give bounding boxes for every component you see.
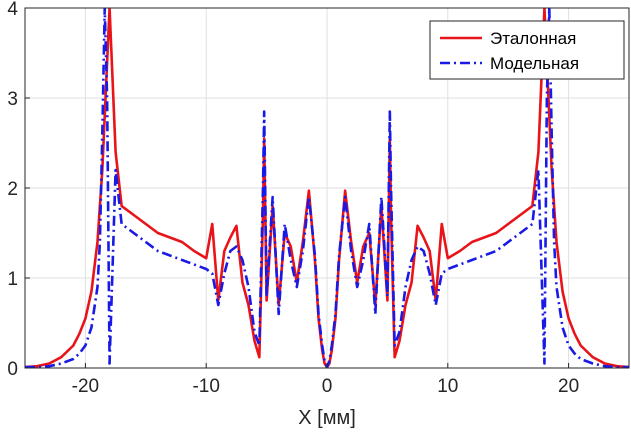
legend: Эталонная Модельная — [429, 20, 625, 80]
x-axis-title: X [мм] — [298, 407, 356, 429]
x-tick-label: -10 — [192, 376, 219, 397]
x-tick-label: 20 — [558, 376, 579, 397]
y-tick-label: 4 — [7, 0, 18, 20]
y-tick-label: 2 — [7, 179, 18, 200]
y-tick-label: 1 — [7, 269, 18, 290]
x-tick-label: 10 — [437, 376, 458, 397]
y-tick-label: 0 — [7, 359, 18, 380]
x-tick-label: 0 — [322, 376, 333, 397]
x-tick-label: -20 — [72, 376, 99, 397]
legend-label-1: Эталонная — [490, 29, 576, 48]
legend-box — [429, 20, 625, 80]
legend-label-2: Модельная — [490, 54, 579, 73]
tick-labels: -20 -10 0 10 20 0 1 2 3 4 — [7, 0, 579, 397]
y-tick-label: 3 — [7, 89, 18, 110]
